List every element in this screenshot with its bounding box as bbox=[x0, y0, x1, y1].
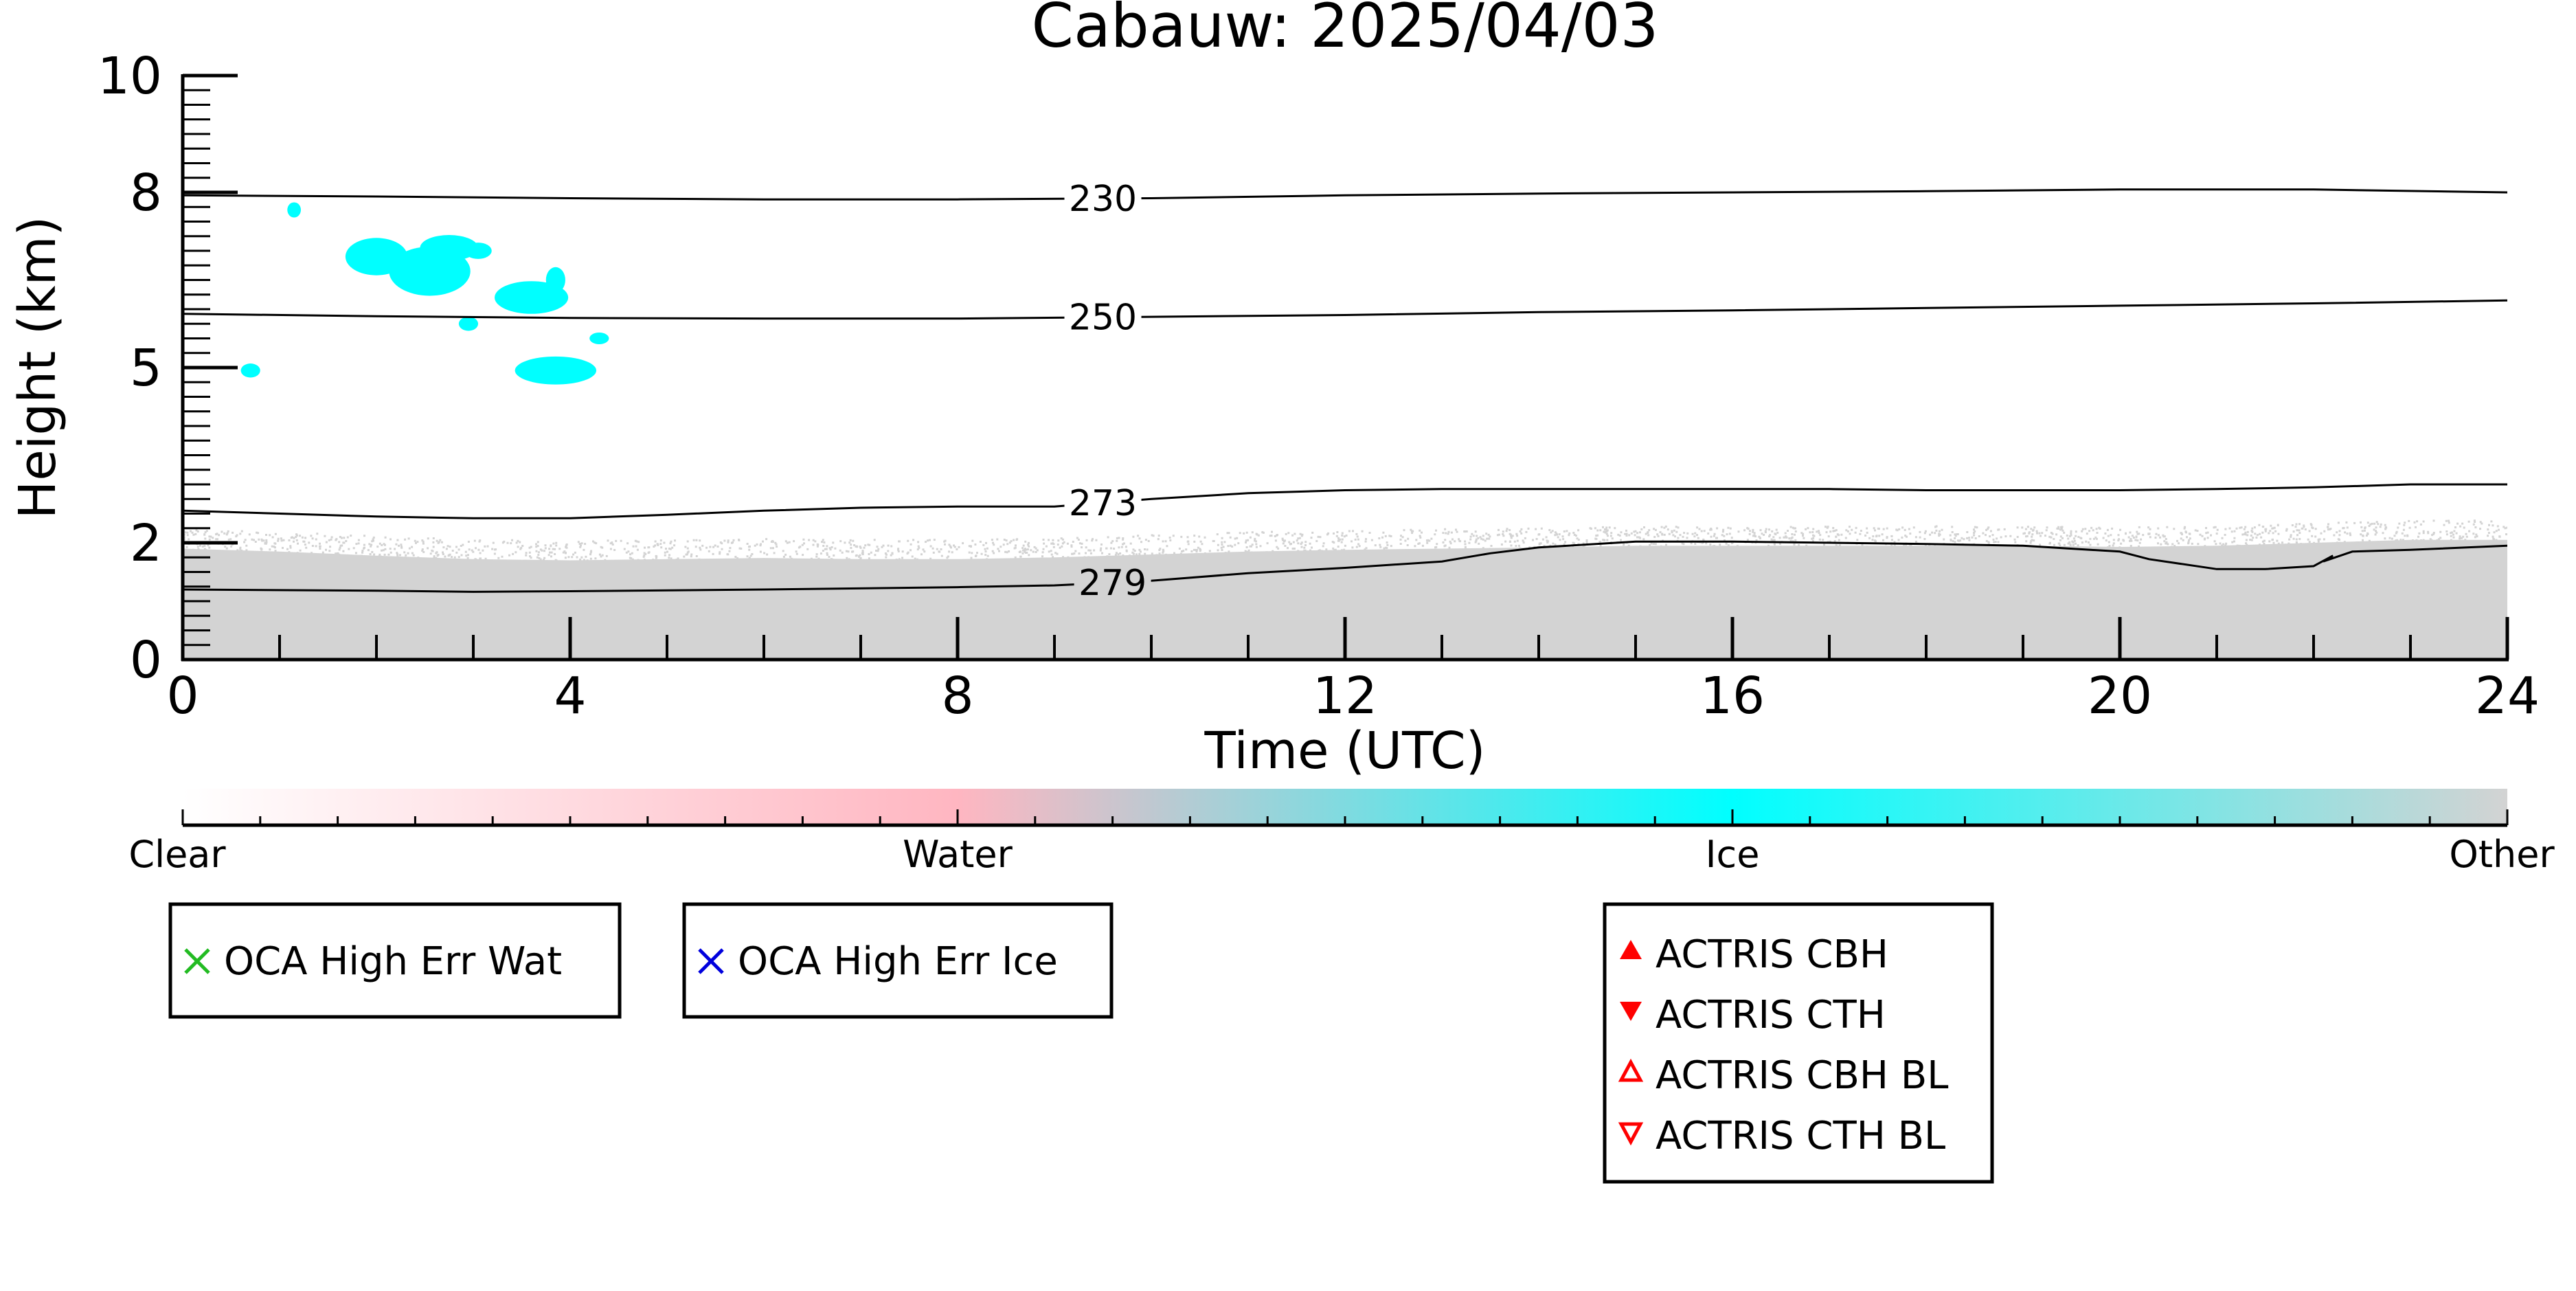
isotherm-279-line bbox=[183, 540, 2507, 593]
isotherm-label-mask bbox=[1064, 194, 1142, 203]
legend-box bbox=[1603, 902, 1994, 1184]
legend-actris: ACTRIS CBH ACTRIS CTH ACTRIS CBH BL ACTR… bbox=[1603, 902, 1994, 1184]
x-tick-label: 8 bbox=[941, 666, 973, 726]
other-category-region bbox=[183, 539, 2507, 660]
x-tick-label: 24 bbox=[2475, 666, 2540, 726]
y-tick-label: 10 bbox=[98, 47, 162, 106]
legend-label: ACTRIS CTH bbox=[1656, 993, 1886, 1037]
x-tick-label: 0 bbox=[166, 666, 199, 726]
ice-cloud-patch bbox=[458, 317, 479, 331]
category-colorbar: Clear Water Ice Other bbox=[128, 789, 2555, 876]
chart-title: Cabauw: 2025/04/03 bbox=[1032, 0, 1659, 61]
isotherm-250-line bbox=[183, 299, 2507, 320]
isotherm-230-line bbox=[183, 188, 2507, 201]
legend-label: ACTRIS CBH bbox=[1656, 932, 1888, 977]
isotherm-273-label: 273 bbox=[1069, 483, 1137, 524]
isotherm-label-mask bbox=[1064, 498, 1142, 507]
colorbar-label-ice: Ice bbox=[1706, 833, 1760, 876]
y-tick-label: 0 bbox=[130, 631, 162, 690]
colorbar-label-water: Water bbox=[903, 833, 1013, 876]
isotherm-250-label: 250 bbox=[1069, 298, 1137, 339]
colorbar-ticks bbox=[181, 809, 2509, 825]
isotherm-label-mask bbox=[1074, 578, 1151, 587]
legend-label: OCA High Err Ice bbox=[738, 939, 1058, 984]
ice-cloud-patch bbox=[515, 356, 597, 385]
ice-cloud-patch bbox=[240, 363, 260, 378]
legend-box bbox=[682, 902, 1114, 1019]
isotherm-label-mask bbox=[1064, 313, 1142, 322]
isotherm-273-line bbox=[183, 483, 2507, 519]
green-x-marker-icon bbox=[184, 948, 210, 974]
x-tick-label: 4 bbox=[554, 666, 586, 726]
legend-label: OCA High Err Wat bbox=[224, 939, 562, 984]
legend-label: ACTRIS CBH BL bbox=[1656, 1053, 1948, 1098]
blue-x-marker-icon bbox=[698, 948, 724, 974]
plot-area bbox=[183, 188, 2507, 660]
colorbar-label-clear: Clear bbox=[128, 833, 226, 876]
x-tick-label: 16 bbox=[1700, 666, 1765, 726]
triangle-down-icon bbox=[1620, 1002, 1642, 1021]
ice-cloud-patch bbox=[287, 202, 302, 218]
temperature-contours bbox=[183, 188, 2507, 593]
y-tick-label: 5 bbox=[130, 339, 162, 398]
triangle-down-open-icon bbox=[1618, 1122, 1644, 1146]
ice-cloud-patch bbox=[464, 243, 492, 259]
axes: 0 2 5 8 10 0 4 8 12 16 20 24 bbox=[98, 47, 2540, 726]
ice-cloud-patch bbox=[545, 267, 565, 293]
isotherm-230-label: 230 bbox=[1069, 179, 1137, 220]
y-axis-label: Height (km) bbox=[8, 216, 67, 519]
legend-oca-ice: OCA High Err Ice bbox=[682, 902, 1114, 1019]
isotherm-279-label: 279 bbox=[1078, 563, 1146, 604]
y-tick-label: 8 bbox=[130, 164, 162, 223]
x-axis-label: Time (UTC) bbox=[1204, 721, 1485, 781]
colorbar-label-other: Other bbox=[2449, 833, 2555, 876]
contour-labels: 230 250 273 279 bbox=[1069, 179, 1146, 604]
x-tick-label: 20 bbox=[2088, 666, 2152, 726]
ice-cloud-region bbox=[240, 202, 609, 385]
triangle-up-open-icon bbox=[1618, 1058, 1644, 1082]
legend-label: ACTRIS CTH BL bbox=[1656, 1114, 1945, 1158]
ice-cloud-patch bbox=[420, 235, 479, 261]
x-tick-label: 12 bbox=[1313, 666, 1377, 726]
triangle-up-icon bbox=[1620, 940, 1642, 959]
y-tick-label: 2 bbox=[130, 514, 162, 573]
ice-cloud-patch bbox=[589, 333, 609, 344]
legend-oca-water: OCA High Err Wat bbox=[168, 902, 622, 1019]
legend-box bbox=[168, 902, 622, 1019]
